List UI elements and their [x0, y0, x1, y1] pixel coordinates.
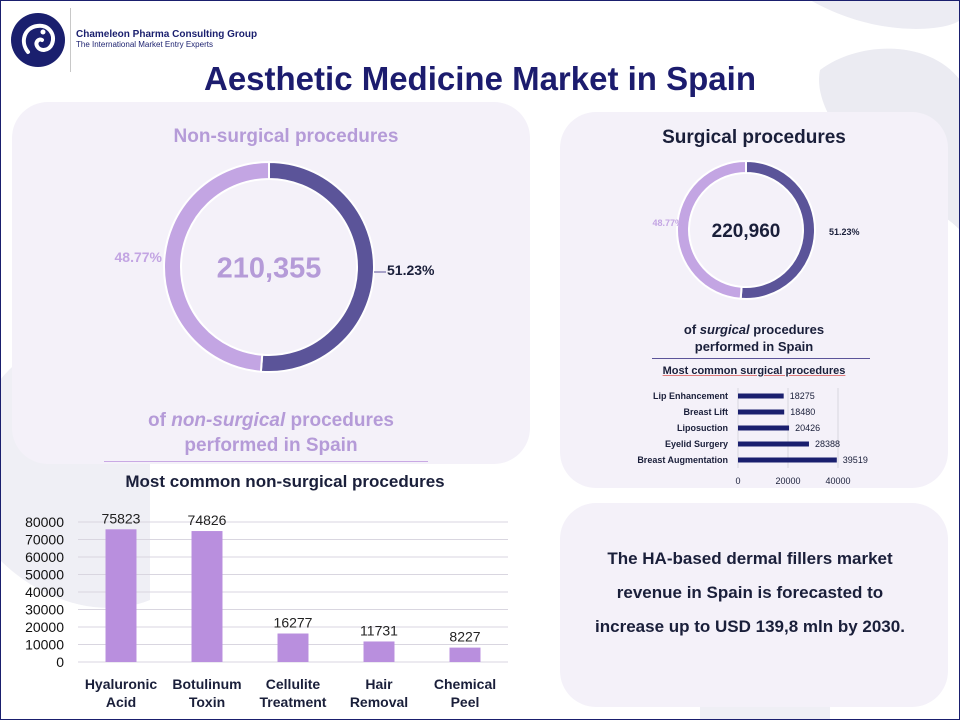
- bar-value-label-3: 16277: [274, 615, 313, 631]
- bar-value-label-1: 18275: [790, 391, 815, 401]
- x-tick-label-2-2: Toxin: [189, 694, 225, 710]
- nonsurgical-caption-line1: of non-surgical procedures: [12, 410, 530, 432]
- x-tick-label-0: 0: [735, 476, 740, 486]
- nonsurgical-caption-pre: of: [148, 410, 172, 431]
- bar-value-label-5: 8227: [449, 629, 480, 645]
- donut-label-1: 51.23%: [829, 227, 860, 237]
- category-label-5: Breast Augmentation: [637, 455, 728, 465]
- x-tick-label-2-1: Botulinum: [172, 676, 241, 692]
- surgical-caption-pre: of: [683, 322, 700, 337]
- bar-value-label-4: 28388: [815, 439, 840, 449]
- bar-1: [738, 393, 784, 399]
- surgical-heading: Surgical procedures: [662, 127, 846, 148]
- surgical-panel: [560, 112, 948, 488]
- surgical-chart-heading: Most common surgical procedures: [560, 365, 948, 377]
- bar-2: [191, 531, 223, 662]
- surgical-caption-line1: of surgical procedures: [560, 322, 948, 337]
- bar-value-label-4: 11731: [360, 622, 398, 638]
- y-tick-label-3: 30000: [25, 602, 64, 618]
- x-tick-label-2: 40000: [825, 476, 850, 486]
- y-tick-label-8: 80000: [25, 514, 64, 530]
- nonsurgical-divider: [104, 461, 428, 462]
- bar-4: [738, 441, 809, 447]
- bar-4: [363, 641, 395, 662]
- bar-value-label-1: 75823: [102, 510, 141, 526]
- category-label-3: Liposuction: [677, 423, 728, 433]
- x-tick-label-1-1: Hyaluronic: [85, 676, 158, 692]
- surgical-divider: [652, 358, 870, 359]
- category-label-1: Lip Enhancement: [653, 391, 728, 401]
- chameleon-logo: [11, 13, 65, 67]
- y-tick-label-4: 40000: [25, 584, 64, 600]
- bar-5: [449, 647, 481, 662]
- brand-name: Chameleon Pharma Consulting Group: [76, 29, 258, 40]
- x-tick-label-4-2: Removal: [350, 694, 408, 710]
- donut-label-2: 48.77%: [115, 249, 163, 265]
- y-tick-label-6: 60000: [25, 549, 64, 565]
- nonsurgical-chart-heading: Most common non-surgical procedures: [125, 472, 445, 491]
- y-tick-label-5: 50000: [25, 567, 64, 583]
- x-tick-label-3-1: Cellulite: [266, 676, 321, 692]
- x-tick-label-5-2: Peel: [451, 694, 480, 710]
- donut-total: 210,355: [217, 252, 322, 284]
- nonsurgical-caption-post: procedures: [285, 410, 395, 431]
- bar-3: [277, 633, 309, 662]
- bar-1: [105, 529, 137, 662]
- category-label-2: Breast Lift: [683, 407, 728, 417]
- brand-tagline: The International Market Entry Experts: [76, 40, 213, 49]
- nonsurgical-caption-em: non-surgical: [171, 410, 286, 431]
- x-tick-label-3-2: Treatment: [260, 694, 327, 710]
- surgical-caption-post: procedures: [749, 322, 825, 337]
- donut-label-1: 51.23%: [387, 262, 435, 278]
- y-tick-label-1: 10000: [25, 637, 64, 653]
- donut-label-2: 48.77%: [652, 218, 683, 228]
- x-tick-label-5-1: Chemical: [434, 676, 496, 692]
- bar-2: [738, 409, 785, 415]
- y-tick-label-2: 20000: [25, 619, 64, 635]
- bar-value-label-2: 18480: [790, 407, 815, 417]
- donut-slice-2: [163, 160, 270, 373]
- bar-value-label-2: 74826: [188, 512, 227, 528]
- bar-3: [738, 425, 790, 431]
- nonsurgical-heading: Non-surgical procedures: [173, 126, 399, 147]
- x-tick-label-4-1: Hair: [365, 676, 393, 692]
- bar-5: [738, 457, 837, 463]
- donut-slice-2: [676, 159, 747, 300]
- x-tick-label-1-2: Acid: [106, 694, 136, 710]
- nonsurgical-caption-line2: performed in Spain: [184, 435, 358, 456]
- surgical-caption-em: surgical: [699, 322, 750, 337]
- surgical-chart-heading-text: Most common surgical procedures: [662, 365, 846, 377]
- y-tick-label-0: 0: [56, 654, 64, 670]
- brand-divider: [70, 8, 71, 72]
- surgical-caption-line2: performed in Spain: [694, 339, 814, 354]
- category-label-4: Eyelid Surgery: [665, 439, 728, 449]
- page-title: Aesthetic Medicine Market in Spain: [204, 60, 756, 97]
- insight-panel: [560, 503, 948, 707]
- bar-value-label-5: 39519: [843, 455, 868, 465]
- market-insight-text: The HA-based dermal fillers market reven…: [595, 549, 905, 636]
- donut-total: 220,960: [712, 221, 781, 242]
- x-tick-label-1: 20000: [775, 476, 800, 486]
- bar-value-label-3: 20426: [795, 423, 820, 433]
- y-tick-label-7: 70000: [25, 532, 64, 548]
